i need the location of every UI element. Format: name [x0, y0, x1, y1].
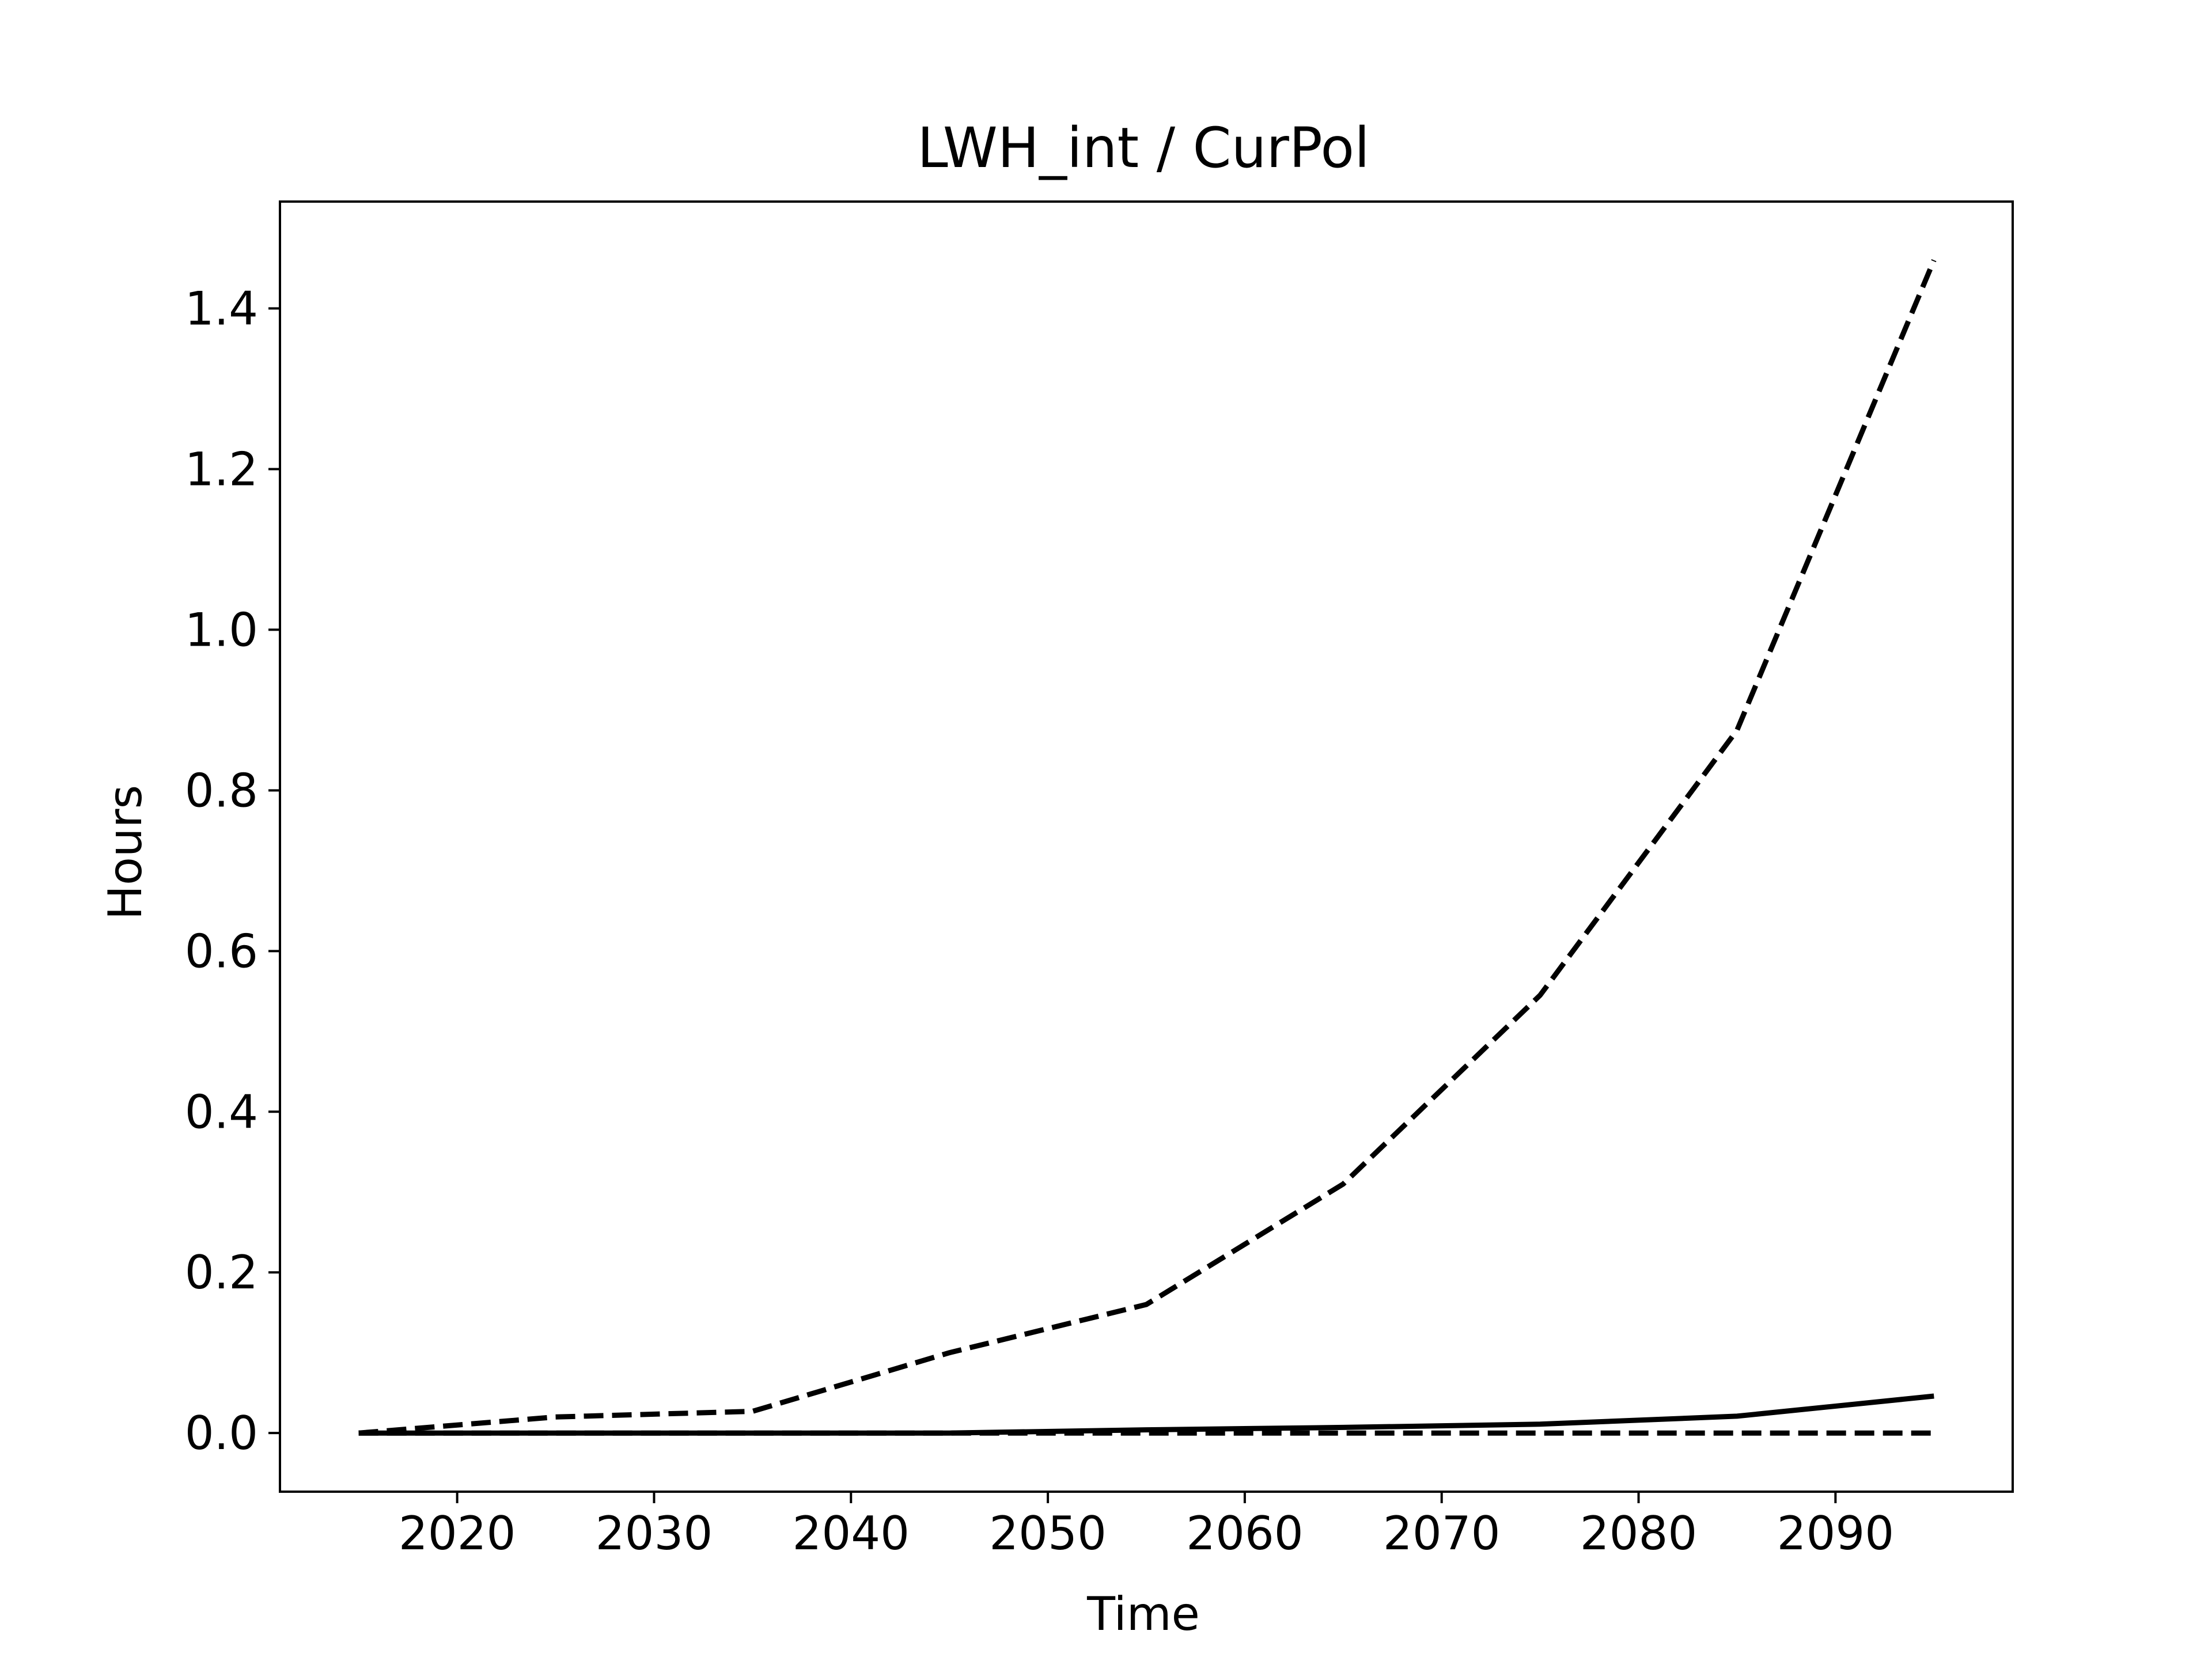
- y-tick-label: 0.0: [185, 1406, 258, 1460]
- series-line-1-dashed: [358, 259, 1937, 1436]
- x-tick-label: 2040: [792, 1507, 910, 1560]
- x-tick-label: 2020: [399, 1507, 516, 1560]
- y-tick-label: 1.2: [185, 442, 258, 496]
- x-tick-label: 2070: [1383, 1507, 1501, 1560]
- y-tick-label: 0.2: [185, 1246, 258, 1299]
- y-axis-label: Hours: [99, 785, 152, 920]
- y-tick-label: 0.6: [185, 924, 258, 978]
- axes-layer: 2020 2030 2040 2050 2060 2070 2080 2090 0.0 0.2 0.…: [185, 200, 2014, 1560]
- x-tick-label: 2090: [1777, 1507, 1895, 1560]
- chart-title: LWH_int / CurPol: [917, 116, 1370, 180]
- x-tick-label: 2060: [1186, 1507, 1304, 1560]
- y-tick-label: 0.8: [185, 764, 258, 817]
- x-axis-label: Time: [1086, 1587, 1200, 1641]
- x-tick-label: 2030: [596, 1507, 713, 1560]
- x-tick-label: 2080: [1580, 1507, 1698, 1560]
- y-tick-label: 1.4: [185, 282, 258, 336]
- y-tick-label: 1.0: [185, 603, 258, 657]
- plot-frame: [279, 200, 2014, 1493]
- y-tick-label: 0.4: [185, 1085, 258, 1139]
- series-layer: [358, 259, 1937, 1436]
- x-tick-label: 2050: [989, 1507, 1107, 1560]
